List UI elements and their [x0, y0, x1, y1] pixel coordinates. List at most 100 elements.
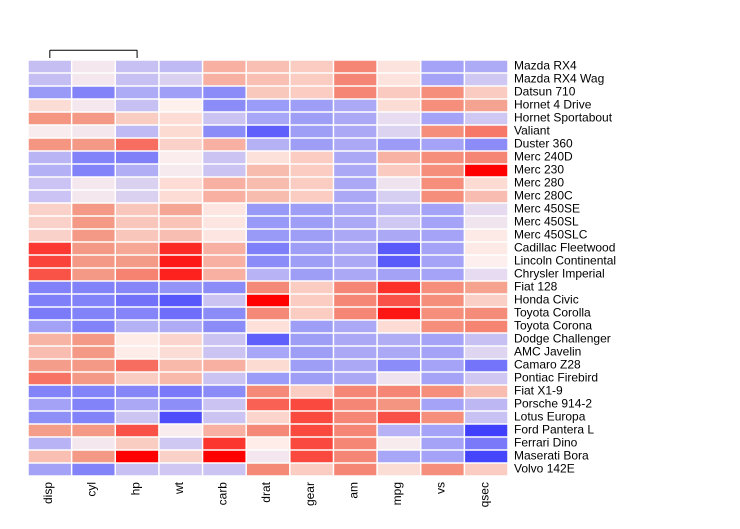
heatmap-cell: [465, 412, 507, 424]
heatmap-cell: [72, 464, 114, 476]
heatmap-cell: [72, 360, 114, 372]
heatmap-cell: [203, 191, 245, 203]
heatmap-cell: [291, 295, 333, 307]
heatmap-cell: [465, 269, 507, 281]
col-label: cyl: [85, 482, 99, 497]
heatmap-cell: [334, 204, 376, 216]
heatmap-cell: [116, 464, 158, 476]
heatmap-cell: [291, 269, 333, 281]
heatmap-cell: [160, 243, 202, 255]
row-label: Merc 450SE: [514, 201, 580, 215]
heatmap-cell: [247, 269, 289, 281]
heatmap-cell: [421, 152, 463, 164]
heatmap-cell: [291, 204, 333, 216]
row-label: Lincoln Continental: [514, 253, 616, 267]
row-label: Merc 450SL: [514, 214, 579, 228]
heatmap-cell: [160, 360, 202, 372]
row-label: Ferrari Dino: [514, 435, 578, 449]
heatmap-cell: [203, 321, 245, 333]
heatmap-cell: [465, 113, 507, 125]
heatmap-cell: [378, 321, 420, 333]
heatmap-cell: [116, 243, 158, 255]
heatmap-cell: [378, 165, 420, 177]
heatmap-cell: [421, 230, 463, 242]
heatmap-cell: [247, 464, 289, 476]
heatmap-cell: [116, 269, 158, 281]
heatmap-cell: [29, 126, 71, 138]
heatmap-cell: [334, 230, 376, 242]
heatmap-cell: [465, 438, 507, 450]
heatmap-cell: [203, 347, 245, 359]
heatmap-cell: [291, 126, 333, 138]
heatmap-cell: [465, 360, 507, 372]
row-label: Fiat X1-9: [514, 383, 563, 397]
heatmap-cell: [421, 139, 463, 151]
heatmap-cell: [29, 74, 71, 86]
heatmap-cell: [203, 308, 245, 320]
heatmap-cell: [421, 191, 463, 203]
heatmap-cell: [465, 399, 507, 411]
heatmap-cell: [203, 295, 245, 307]
heatmap-cell: [465, 308, 507, 320]
heatmap-cell: [378, 256, 420, 268]
heatmap-cell: [160, 295, 202, 307]
heatmap-cell: [116, 282, 158, 294]
heatmap-cell: [421, 308, 463, 320]
heatmap-cell: [247, 152, 289, 164]
heatmap-cell: [116, 256, 158, 268]
heatmap-cell: [203, 451, 245, 463]
heatmap-cell: [421, 464, 463, 476]
heatmap-cell: [421, 87, 463, 99]
heatmap-cell: [378, 178, 420, 190]
heatmap-cell: [334, 399, 376, 411]
heatmap-cell: [247, 282, 289, 294]
heatmap-cell: [378, 334, 420, 346]
heatmap-cell: [116, 438, 158, 450]
row-label: Chrysler Imperial: [514, 266, 605, 280]
heatmap-cell: [291, 282, 333, 294]
heatmap-cell: [29, 308, 71, 320]
heatmap-cell: [291, 74, 333, 86]
heatmap-cell: [465, 425, 507, 437]
heatmap-cell: [116, 412, 158, 424]
heatmap-cell: [465, 165, 507, 177]
heatmap-cell: [203, 152, 245, 164]
heatmap-cell: [421, 165, 463, 177]
heatmap-cell: [29, 373, 71, 385]
heatmap-cell: [247, 256, 289, 268]
heatmap-cell: [116, 373, 158, 385]
heatmap-cell: [160, 204, 202, 216]
heatmap-cell: [116, 191, 158, 203]
heatmap-cell: [160, 256, 202, 268]
heatmap-cell: [291, 113, 333, 125]
heatmap-cell: [160, 412, 202, 424]
heatmap-cell: [465, 347, 507, 359]
heatmap-cell: [247, 399, 289, 411]
heatmap-cell: [203, 217, 245, 229]
heatmap-cell: [334, 87, 376, 99]
heatmap-cell: [29, 438, 71, 450]
heatmap-cell: [72, 373, 114, 385]
heatmap-cell: [334, 269, 376, 281]
heatmap-cell: [465, 230, 507, 242]
heatmap-cell: [29, 87, 71, 99]
heatmap-cell: [72, 217, 114, 229]
heatmap-cell: [160, 386, 202, 398]
heatmap-cell: [378, 451, 420, 463]
heatmap-cell: [378, 399, 420, 411]
row-label: Duster 360: [514, 136, 573, 150]
heatmap-cell: [291, 438, 333, 450]
col-label: disp: [41, 482, 55, 504]
heatmap-cell: [29, 334, 71, 346]
heatmap-cell: [160, 269, 202, 281]
heatmap-cell: [291, 256, 333, 268]
heatmap-cell: [160, 308, 202, 320]
heatmap-cell: [72, 230, 114, 242]
heatmap-cell: [421, 269, 463, 281]
heatmap-cell: [72, 438, 114, 450]
heatmap-cell: [160, 230, 202, 242]
heatmap-cell: [421, 100, 463, 112]
heatmap-cell: [29, 61, 71, 73]
heatmap-cell: [160, 178, 202, 190]
heatmap-cell: [291, 308, 333, 320]
